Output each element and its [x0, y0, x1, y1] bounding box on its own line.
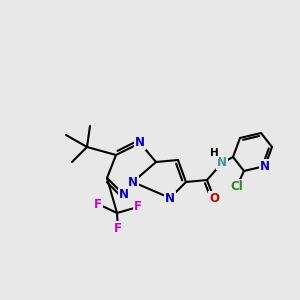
Text: N: N: [260, 160, 270, 172]
Text: N: N: [119, 188, 129, 202]
Text: N: N: [217, 157, 227, 169]
Text: F: F: [134, 200, 142, 214]
Text: Cl: Cl: [231, 179, 243, 193]
Text: H: H: [210, 148, 218, 158]
Text: N: N: [165, 191, 175, 205]
Text: N: N: [135, 136, 145, 149]
Text: O: O: [209, 191, 219, 205]
Text: F: F: [114, 221, 122, 235]
Text: F: F: [94, 197, 102, 211]
Text: N: N: [128, 176, 138, 188]
